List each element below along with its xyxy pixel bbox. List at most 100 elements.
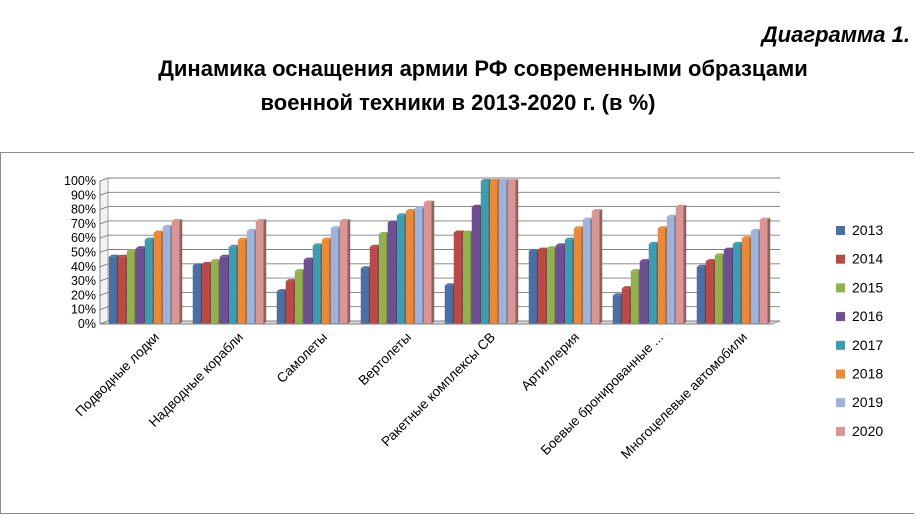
gridline xyxy=(99,206,780,211)
y-tick-label: 70% xyxy=(71,217,96,231)
bar-top xyxy=(546,246,558,249)
gridline xyxy=(99,177,780,182)
bar-2020 xyxy=(255,221,264,324)
bar-2020 xyxy=(423,202,432,324)
bar-top xyxy=(666,214,678,217)
bar-top xyxy=(582,217,594,220)
bar-2017 xyxy=(648,243,657,324)
bar-top xyxy=(423,200,435,203)
bar-top xyxy=(171,219,183,222)
bar-2016 xyxy=(135,248,144,324)
x-tick-label: Артиллерия xyxy=(518,330,582,394)
y-tick-label: 80% xyxy=(71,203,96,217)
legend-label: 2013 xyxy=(852,222,883,238)
bar-top xyxy=(255,219,267,222)
bar-top xyxy=(144,237,156,240)
bar-2013 xyxy=(192,265,201,324)
bar-top xyxy=(321,237,333,240)
bar-2017 xyxy=(144,239,153,324)
bar-2017 xyxy=(732,243,741,324)
bar-2014 xyxy=(621,288,630,324)
bar-top xyxy=(528,249,540,252)
bar-top xyxy=(162,224,174,227)
bar-top xyxy=(750,229,762,232)
bar-side xyxy=(599,209,603,324)
bar-top xyxy=(135,246,147,249)
bar-2020 xyxy=(507,181,516,324)
bar-top xyxy=(705,259,717,262)
bar-2018 xyxy=(573,228,582,324)
bar-2013 xyxy=(528,251,537,324)
bar-2014 xyxy=(537,249,546,324)
bar-top xyxy=(153,230,165,233)
bar-2016 xyxy=(219,256,228,324)
bar-2019 xyxy=(414,208,423,324)
bar-top xyxy=(246,229,258,232)
y-tick-label: 0% xyxy=(78,317,96,331)
bar-top xyxy=(201,261,213,264)
bar-2018 xyxy=(405,211,414,324)
bar-2016 xyxy=(387,222,396,324)
bar-2017 xyxy=(564,239,573,324)
bar-2019 xyxy=(750,231,759,324)
bar-top xyxy=(303,257,315,260)
legend-label: 2020 xyxy=(852,423,883,439)
legend-swatch-2020 xyxy=(836,426,845,436)
bar-2014 xyxy=(705,261,714,324)
bar-2019 xyxy=(582,219,591,324)
bar-2018 xyxy=(657,228,666,324)
bar-2018 xyxy=(237,239,246,324)
bar-side xyxy=(431,200,435,324)
legend: 2013 2014 2015 2016 2017 2018 2019 2020 xyxy=(836,222,883,439)
y-tick-label: 50% xyxy=(71,246,96,260)
bar-side xyxy=(683,204,687,324)
bar-top xyxy=(462,230,474,233)
bar-top xyxy=(723,247,735,250)
bar-2016 xyxy=(555,245,564,324)
bar-2013 xyxy=(108,256,117,324)
bar-top xyxy=(639,259,651,262)
bar-2015 xyxy=(378,233,387,324)
bar-2014 xyxy=(285,281,294,324)
bar-2015 xyxy=(294,271,303,324)
bar-top xyxy=(573,226,585,229)
legend-label: 2019 xyxy=(852,394,883,410)
legend-label: 2016 xyxy=(852,308,883,324)
bar-2016 xyxy=(471,206,480,324)
bar-top xyxy=(507,179,519,181)
y-tick-label: 60% xyxy=(71,231,96,245)
bar-2016 xyxy=(303,259,312,324)
bar-top xyxy=(396,213,408,216)
bar-top xyxy=(657,226,669,229)
x-tick-label: Вертолеты xyxy=(356,330,415,389)
bar-2016 xyxy=(723,249,732,324)
bar-side xyxy=(347,219,351,324)
bar-side xyxy=(263,219,267,324)
bar-2020 xyxy=(675,206,684,324)
bar-top xyxy=(192,263,204,266)
bar-top xyxy=(117,254,129,257)
legend-swatch-2018 xyxy=(836,369,845,379)
bar-2016 xyxy=(639,261,648,324)
legend-swatch-2014 xyxy=(836,254,845,264)
bar-2017 xyxy=(228,246,237,324)
bar-side xyxy=(767,217,771,324)
legend-label: 2017 xyxy=(852,337,883,353)
bar-top xyxy=(210,259,222,262)
legend-swatch-2017 xyxy=(836,340,845,350)
legend-label: 2014 xyxy=(852,251,883,267)
bar-2017 xyxy=(480,181,489,324)
bar-top xyxy=(312,243,324,246)
bar-2013 xyxy=(696,266,705,324)
figure-caption: Диаграмма 1. xyxy=(761,22,910,47)
bar-side xyxy=(179,219,183,324)
bar-top xyxy=(126,249,138,252)
x-tick-label: Подводные лодки xyxy=(72,330,162,420)
bar-top xyxy=(564,237,576,240)
bar-2019 xyxy=(246,231,255,324)
bar-top xyxy=(696,264,708,267)
bar-2019 xyxy=(498,181,507,324)
bar-2018 xyxy=(741,238,750,324)
bar-top xyxy=(237,237,249,240)
